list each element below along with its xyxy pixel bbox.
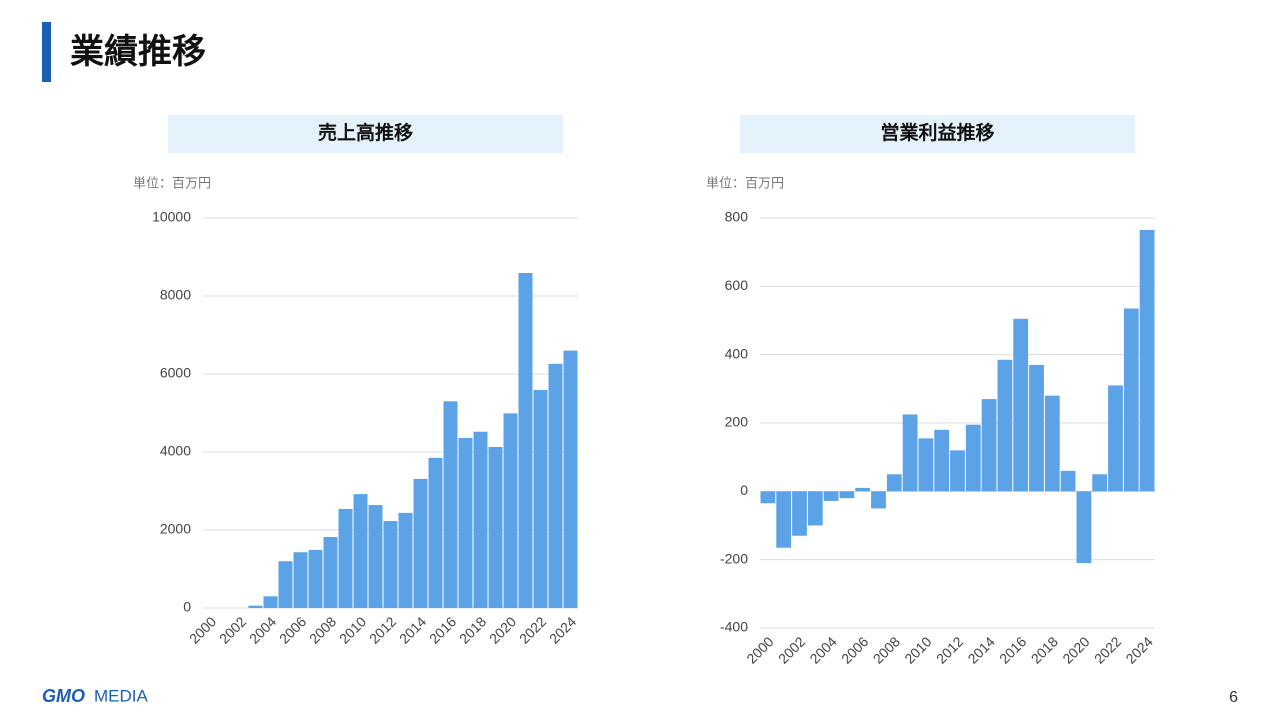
bar (965, 424, 981, 492)
unit-label: 単位：百万円 (133, 175, 211, 190)
bar (503, 413, 518, 608)
bar (1060, 470, 1076, 492)
x-tick-label: 2012 (366, 613, 399, 646)
x-tick-label: 2006 (276, 613, 309, 646)
y-tick-label: 4000 (160, 443, 191, 459)
y-tick-label: 10000 (152, 209, 191, 225)
bar (533, 389, 548, 608)
bar (1092, 474, 1108, 492)
slide-title: 業績推移 (70, 33, 206, 71)
y-tick-label: 0 (740, 482, 748, 498)
x-tick-label: 2004 (806, 633, 839, 666)
bar (563, 350, 578, 608)
x-tick-label: 2006 (838, 633, 871, 666)
bar (278, 561, 293, 608)
bar (323, 537, 338, 608)
bar (776, 491, 792, 548)
bar (1139, 229, 1155, 492)
bar (473, 431, 488, 608)
bar (488, 446, 503, 608)
bar (398, 512, 413, 608)
x-tick-label: 2016 (426, 613, 459, 646)
bar (1076, 491, 1092, 564)
y-tick-label: 600 (725, 277, 749, 293)
chart-title: 営業利益推移 (880, 121, 994, 144)
bar (293, 552, 308, 608)
bar (518, 272, 533, 608)
x-tick-label: 2010 (901, 633, 934, 666)
logo-media: MEDIA (94, 686, 149, 705)
bar (443, 401, 458, 608)
x-tick-label: 2010 (336, 613, 369, 646)
chart-title-box (168, 115, 563, 153)
bar (1013, 318, 1029, 492)
bar (353, 494, 368, 608)
x-tick-label: 2008 (870, 633, 903, 666)
bar (839, 491, 855, 499)
bar (886, 474, 902, 492)
x-tick-label: 2016 (996, 633, 1029, 666)
x-tick-label: 2024 (546, 613, 579, 646)
y-tick-label: 400 (725, 345, 749, 361)
bar (918, 438, 934, 492)
bar (950, 450, 965, 492)
bar (368, 505, 383, 608)
bar (792, 491, 807, 536)
y-tick-label: 8000 (160, 287, 191, 303)
bar (428, 457, 443, 608)
bar (934, 429, 950, 492)
bar (871, 491, 886, 509)
x-tick-label: 2020 (486, 613, 519, 646)
y-tick-label: 2000 (160, 521, 191, 537)
bar (413, 478, 428, 608)
title-accent (42, 22, 51, 82)
bar (760, 491, 776, 504)
bar (308, 549, 323, 608)
x-tick-label: 2014 (396, 613, 429, 646)
bar (1108, 385, 1123, 492)
bar (338, 508, 353, 608)
x-tick-label: 2004 (246, 613, 279, 646)
x-tick-label: 2000 (743, 633, 776, 666)
y-tick-label: -200 (720, 550, 748, 566)
logo-gmo: GMO (42, 686, 85, 706)
bar (458, 437, 473, 608)
x-tick-label: 2014 (964, 633, 997, 666)
x-tick-label: 2022 (1091, 633, 1124, 666)
y-tick-label: 800 (725, 209, 749, 225)
x-tick-label: 2018 (1028, 633, 1061, 666)
x-tick-label: 2024 (1122, 633, 1155, 666)
y-tick-label: 0 (183, 599, 191, 615)
bar (248, 605, 263, 608)
bar (548, 363, 563, 608)
x-tick-label: 2002 (216, 613, 249, 646)
chart-title: 売上高推移 (318, 121, 413, 144)
bar (997, 359, 1013, 492)
bar (263, 596, 278, 608)
x-tick-label: 2022 (516, 613, 549, 646)
bar (823, 491, 839, 501)
chart-title-box (740, 115, 1135, 153)
bar (383, 521, 398, 608)
y-tick-label: 200 (725, 414, 749, 430)
x-tick-label: 2008 (306, 613, 339, 646)
bar (902, 414, 918, 492)
unit-label: 単位：百万円 (706, 175, 784, 190)
x-tick-label: 2018 (456, 613, 489, 646)
bar (1044, 395, 1060, 492)
x-tick-label: 2020 (1059, 633, 1092, 666)
page-number: 6 (1229, 689, 1238, 706)
y-tick-label: -400 (720, 619, 748, 635)
y-tick-label: 6000 (160, 365, 191, 381)
bar (807, 491, 823, 526)
x-tick-label: 2000 (186, 613, 219, 646)
bar (981, 399, 997, 492)
bar (1123, 308, 1139, 492)
bar (1029, 364, 1044, 492)
bar (855, 487, 871, 492)
x-tick-label: 2002 (775, 633, 808, 666)
x-tick-label: 2012 (933, 633, 966, 666)
